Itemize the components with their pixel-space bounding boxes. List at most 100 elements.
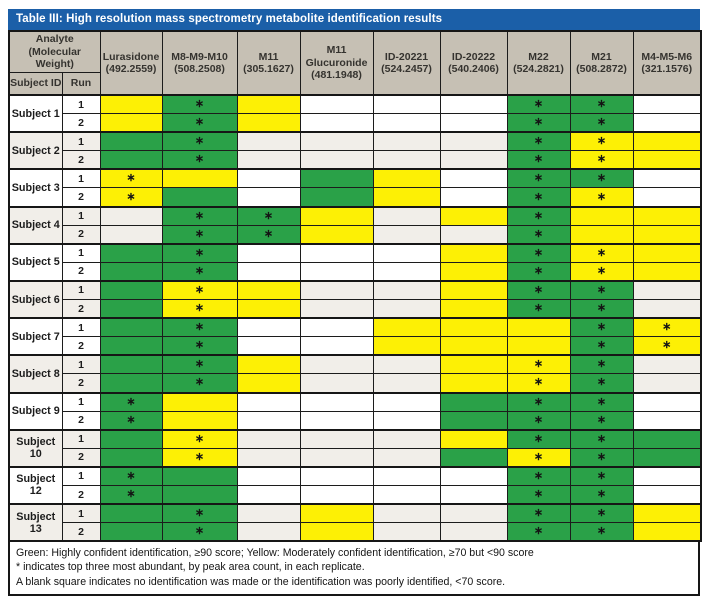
column-header-m4-m5-m6: M4-M5-M6 (321.1576): [632, 30, 702, 96]
result-cell: [236, 447, 301, 468]
result-cell: [372, 150, 441, 170]
header-row-analytes: Analyte (Molecular Weight) Lurasidone (49…: [8, 30, 702, 96]
result-cell: ∗: [506, 242, 571, 263]
table-body: Subject 1 1 ∗ ∗ ∗ 2 ∗ ∗ ∗ Subject 2 1 ∗ ∗ ∗ 2 ∗ ∗ ∗ Subjec…: [8, 93, 702, 542]
run-number: 2: [61, 484, 101, 505]
run-number: 1: [61, 279, 101, 301]
result-cell: [236, 131, 301, 152]
result-cell: [236, 503, 301, 524]
result-cell: [506, 317, 571, 338]
table-row: 2 ∗ ∗ ∗: [9, 410, 702, 431]
result-cell: [569, 224, 634, 245]
run-number: 1: [61, 205, 101, 226]
result-cell: [439, 94, 508, 115]
result-cell: [632, 354, 702, 375]
column-header-m22: M22 (524.2821): [506, 30, 571, 96]
result-cell: ∗: [569, 187, 634, 208]
legend: Green: Highly confident identification, …: [8, 542, 700, 596]
result-cell: ∗: [161, 428, 238, 449]
result-cell: [632, 168, 702, 189]
result-cell: ∗: [161, 224, 238, 245]
run-number: 1: [61, 168, 101, 189]
analyte-molecular-weight-header: Analyte (Molecular Weight): [8, 30, 101, 73]
result-cell: [372, 261, 441, 282]
results-table-container: Table III: High resolution mass spectrom…: [8, 9, 703, 596]
result-cell: [632, 113, 702, 133]
result-cell: ∗: [506, 168, 571, 189]
result-cell: [299, 224, 374, 245]
result-cell: [569, 205, 634, 226]
run-number: 2: [61, 150, 101, 170]
analyte-mw: (508.2872): [576, 63, 627, 75]
analyte-mw: (508.2508): [174, 63, 225, 75]
result-cell: [632, 391, 702, 412]
analyte-name: M11 Glucuronide: [305, 44, 368, 69]
analyte-name: M8-M9-M10: [171, 50, 228, 63]
result-cell: [439, 224, 508, 245]
analyte-name: Lurasidone: [102, 50, 160, 63]
results-table: Analyte (Molecular Weight) Lurasidone (49…: [8, 30, 703, 543]
run-number: 2: [61, 261, 101, 282]
result-cell: ∗: [506, 150, 571, 170]
result-cell: [632, 447, 702, 468]
result-cell: ∗: [161, 131, 238, 152]
result-cell: [299, 503, 374, 524]
result-cell: [372, 279, 441, 301]
table-row: Subject 2 1 ∗ ∗ ∗: [8, 131, 702, 170]
result-cell: ∗: [569, 410, 634, 431]
run-number: 1: [61, 131, 101, 152]
result-cell: [236, 522, 301, 542]
run-number: 2: [61, 299, 101, 319]
result-cell: ∗: [569, 279, 634, 301]
result-cell: [99, 503, 163, 524]
table-row: Subject 3 1 ∗ ∗ ∗: [8, 168, 702, 208]
result-cell: [299, 465, 374, 486]
result-cell: [632, 299, 702, 319]
result-cell: [439, 373, 508, 393]
run-number: 2: [61, 410, 101, 431]
subject-id-header: Subject ID: [8, 72, 63, 96]
result-cell: [99, 150, 163, 170]
result-cell: ∗: [99, 465, 163, 486]
result-cell: ∗: [506, 484, 571, 505]
result-cell: ∗: [161, 94, 238, 115]
result-cell: [236, 187, 301, 208]
result-cell: [372, 373, 441, 393]
result-cell: [372, 187, 441, 208]
table-row: 2 ∗ ∗ ∗: [9, 299, 702, 319]
result-cell: [372, 465, 441, 486]
table-row: Subject 4 1 ∗ ∗ ∗: [8, 205, 702, 245]
result-cell: [99, 224, 163, 245]
result-cell: ∗: [569, 317, 634, 338]
result-cell: ∗: [506, 94, 571, 115]
subject-label: Subject 12: [8, 465, 63, 505]
result-cell: [236, 373, 301, 393]
legend-line-asterisk: * indicates top three most abundant, by …: [16, 561, 365, 574]
result-cell: [439, 522, 508, 542]
result-cell: [439, 150, 508, 170]
result-cell: ∗: [506, 224, 571, 245]
result-cell: [236, 168, 301, 189]
result-cell: ∗: [506, 428, 571, 449]
subject-label: Subject 2: [8, 131, 63, 170]
result-cell: ∗: [506, 354, 571, 375]
result-cell: [632, 131, 702, 152]
column-header-m11-glucuronide: M11 Glucuronide (481.1948): [299, 30, 374, 96]
result-cell: [299, 205, 374, 226]
result-cell: [439, 336, 508, 356]
result-cell: [236, 410, 301, 431]
result-cell: ∗: [506, 299, 571, 319]
table-row: Subject 8 1 ∗ ∗ ∗: [8, 354, 702, 394]
subject-label: Subject 7: [8, 317, 63, 356]
result-cell: [372, 354, 441, 375]
table-title: Table III: High resolution mass spectrom…: [8, 9, 700, 30]
result-cell: [372, 131, 441, 152]
result-cell: [299, 373, 374, 393]
result-cell: [299, 113, 374, 133]
subject-label: Subject 10: [8, 428, 63, 468]
table-row: 2 ∗ ∗ ∗: [9, 187, 702, 208]
result-cell: [439, 131, 508, 152]
result-cell: ∗: [506, 391, 571, 412]
result-cell: [299, 150, 374, 170]
table-row: Subject 10 1 ∗ ∗ ∗: [8, 428, 702, 468]
